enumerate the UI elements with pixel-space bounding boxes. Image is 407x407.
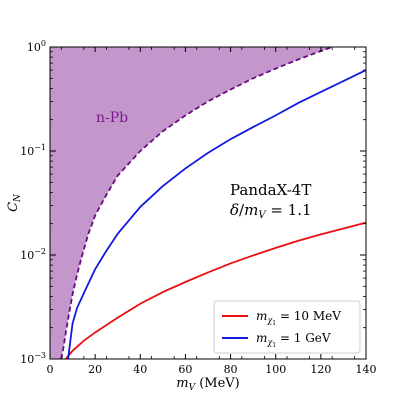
x-tick-label: 60 [178,363,192,376]
series-line-m10mev [65,221,367,360]
axis-tick-labels: 0 20 40 60 80 100 120 140 10−3 10−2 10−1 100 [20,39,376,376]
plot-area [50,46,367,360]
legend-entry-m10mev: mχ1 = 10 MeV [256,309,341,327]
y-axis-label: CN [6,193,23,212]
legend: mχ1 = 10 MeV mχ1 = 1 GeV [213,300,361,354]
y-tick-label: 10−3 [20,351,46,366]
x-tick-label: 40 [133,363,147,376]
series-line-m1gev [67,69,367,360]
x-tick-label: 80 [224,363,238,376]
x-axis-label: mV (MeV) [176,376,240,393]
x-tick-label: 0 [47,363,54,376]
excluded-region-fill [50,47,333,359]
annotation-ratio: δ/mV = 1.1 [230,201,312,221]
y-tick-label: 10−2 [20,247,46,262]
y-tick-label: 10−1 [20,143,46,158]
annotation-experiment: PandaX-4T [230,181,311,199]
x-tick-label: 140 [356,363,377,376]
y-tick-label: 100 [27,39,46,54]
legend-entry-m1gev: mχ1 = 1 GeV [256,331,331,349]
x-tick-label: 20 [88,363,102,376]
region-label-npb: n-Pb [96,110,128,126]
x-tick-label: 100 [265,363,286,376]
axis-ticks [49,46,367,360]
legend-box [213,300,361,354]
x-tick-label: 120 [310,363,331,376]
plot-frame [49,46,367,360]
